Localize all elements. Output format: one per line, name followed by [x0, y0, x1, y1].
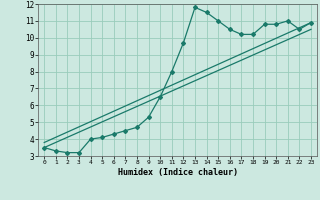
X-axis label: Humidex (Indice chaleur): Humidex (Indice chaleur) — [118, 168, 238, 177]
